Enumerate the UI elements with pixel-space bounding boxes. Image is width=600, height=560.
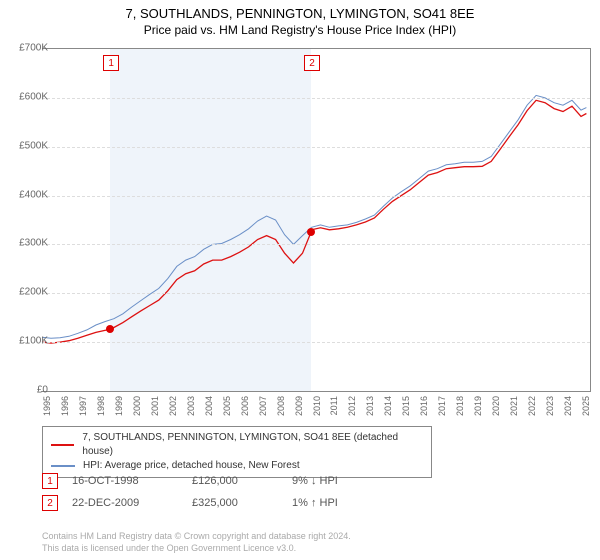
y-axis-label: £600K (8, 91, 48, 102)
x-axis-label: 2009 (294, 396, 304, 416)
x-axis-label: 2001 (150, 396, 160, 416)
x-axis-label: 2006 (240, 396, 250, 416)
y-axis-label: £0 (8, 385, 48, 396)
x-axis-label: 2021 (509, 396, 519, 416)
x-axis-label: 2016 (419, 396, 429, 416)
legend-swatch (51, 465, 75, 467)
marker-badge: 1 (42, 473, 58, 489)
chart-subtitle: Price paid vs. HM Land Registry's House … (0, 23, 600, 37)
x-axis-label: 2011 (329, 396, 339, 415)
x-axis-label: 2024 (563, 396, 573, 416)
y-axis-label: £300K (8, 238, 48, 249)
x-axis-label: 2008 (276, 396, 286, 416)
txn-diff: 1% ↑ HPI (292, 497, 392, 509)
x-axis-label: 2000 (132, 396, 142, 416)
y-axis-label: £400K (8, 189, 48, 200)
x-axis-label: 2014 (383, 396, 393, 416)
txn-diff: 9% ↓ HPI (292, 475, 392, 487)
txn-price: £126,000 (192, 475, 292, 487)
x-axis-label: 2005 (222, 396, 232, 416)
legend-label: 7, SOUTHLANDS, PENNINGTON, LYMINGTON, SO… (82, 431, 423, 459)
title-block: 7, SOUTHLANDS, PENNINGTON, LYMINGTON, SO… (0, 0, 600, 37)
x-axis-label: 2020 (491, 396, 501, 416)
x-axis-label: 2013 (365, 396, 375, 416)
footer-attribution: Contains HM Land Registry data © Crown c… (42, 530, 351, 554)
x-axis-label: 2007 (258, 396, 268, 416)
x-axis-labels: 1995 1996 1997 1998 1999 2000 2001 2002 2003 2004… (42, 392, 590, 422)
x-axis-label: 1997 (78, 396, 88, 416)
x-axis-label: 2017 (437, 396, 447, 416)
transactions-table: 1 16-OCT-1998 £126,000 9% ↓ HPI 2 22-DEC… (42, 470, 392, 514)
x-axis-label: 2025 (581, 396, 591, 416)
x-axis-label: 1995 (42, 396, 52, 416)
y-axis-label: £700K (8, 43, 48, 54)
txn-date: 22-DEC-2009 (72, 497, 192, 509)
table-row: 1 16-OCT-1998 £126,000 9% ↓ HPI (42, 470, 392, 492)
marker-badge: 2 (42, 495, 58, 511)
footer-line: This data is licensed under the Open Gov… (42, 542, 351, 554)
x-axis-label: 2010 (312, 396, 322, 416)
txn-date: 16-OCT-1998 (72, 475, 192, 487)
x-axis-label: 2003 (186, 396, 196, 416)
legend-item: 7, SOUTHLANDS, PENNINGTON, LYMINGTON, SO… (51, 431, 423, 459)
y-axis-label: £100K (8, 336, 48, 347)
x-axis-label: 2023 (545, 396, 555, 416)
x-axis-label: 2002 (168, 396, 178, 416)
x-axis-label: 2022 (527, 396, 537, 416)
y-axis-label: £200K (8, 287, 48, 298)
marker-dot (106, 325, 114, 333)
x-axis-label: 1996 (60, 396, 70, 416)
y-axis-label: £500K (8, 140, 48, 151)
txn-price: £325,000 (192, 497, 292, 509)
marker-flag: 1 (103, 55, 119, 71)
chart-title: 7, SOUTHLANDS, PENNINGTON, LYMINGTON, SO… (0, 6, 600, 21)
x-axis-label: 2015 (401, 396, 411, 416)
plot-area: 12 (42, 48, 591, 392)
x-axis-label: 2018 (455, 396, 465, 416)
footer-line: Contains HM Land Registry data © Crown c… (42, 530, 351, 542)
line-svg (42, 49, 590, 391)
chart-container: 7, SOUTHLANDS, PENNINGTON, LYMINGTON, SO… (0, 0, 600, 560)
x-axis-label: 2004 (204, 396, 214, 416)
series-line-price_paid (42, 100, 586, 343)
series-line-hpi (42, 95, 586, 338)
x-axis-label: 2012 (347, 396, 357, 416)
marker-dot (307, 228, 315, 236)
x-axis-label: 1998 (96, 396, 106, 416)
table-row: 2 22-DEC-2009 £325,000 1% ↑ HPI (42, 492, 392, 514)
x-axis-label: 1999 (114, 396, 124, 416)
marker-flag: 2 (304, 55, 320, 71)
legend-swatch (51, 444, 74, 446)
x-axis-label: 2019 (473, 396, 483, 416)
